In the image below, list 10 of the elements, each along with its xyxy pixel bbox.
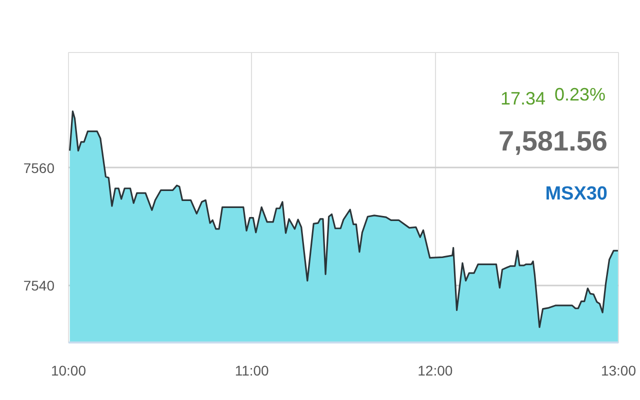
y-tick-label: 7560 xyxy=(23,160,55,176)
y-tick-label: 7540 xyxy=(23,277,55,294)
x-tick-label: 10:00 xyxy=(50,362,86,378)
annotation: 0.23% xyxy=(554,84,606,104)
annotation: 17.34 xyxy=(500,88,546,108)
x-tick-label: 12:00 xyxy=(418,362,453,378)
annotation: MSX30 xyxy=(545,184,608,204)
annotation: 7,581.56 xyxy=(498,126,608,156)
x-tick-label: 13:00 xyxy=(600,362,636,378)
x-tick-label: 11:00 xyxy=(234,362,270,378)
